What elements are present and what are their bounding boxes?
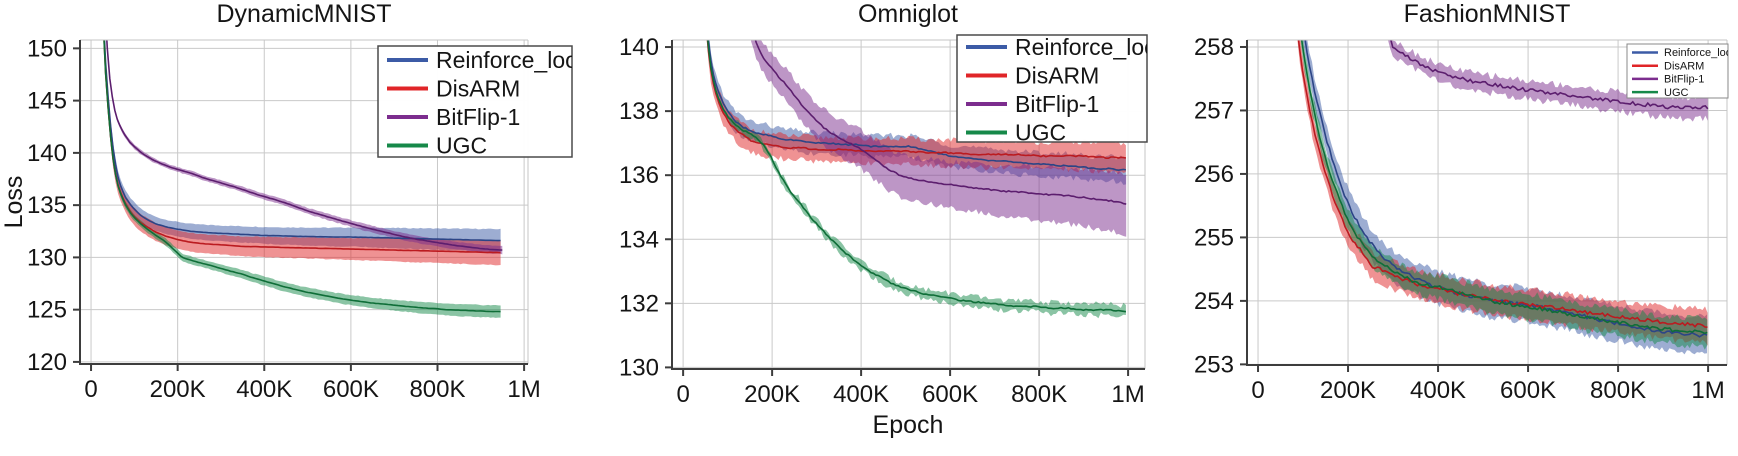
legend-label: Reinforce_loo bbox=[436, 47, 578, 73]
line-ugc bbox=[103, 40, 501, 313]
legend-box bbox=[377, 45, 573, 158]
x-tick-label: 200K bbox=[150, 376, 206, 403]
y-tick-label: 140 bbox=[27, 140, 67, 167]
x-tick-label: 600K bbox=[323, 376, 379, 403]
x-tick-label: 600K bbox=[922, 381, 978, 408]
x-tick-label: 800K bbox=[1011, 381, 1067, 408]
line-bitflip-1 bbox=[1390, 40, 1709, 110]
x-axis-label: Epoch bbox=[873, 411, 944, 439]
legend-label: Reinforce_loo bbox=[1015, 34, 1157, 60]
legend-label: UGC bbox=[1664, 87, 1689, 99]
legend-label: UGC bbox=[436, 132, 487, 158]
series-layer bbox=[103, 40, 503, 318]
legend-label: BitFlip-1 bbox=[1015, 91, 1099, 117]
legend-label: DisARM bbox=[1664, 60, 1704, 72]
y-tick-label: 258 bbox=[1194, 34, 1234, 61]
x-tick-label: 200K bbox=[1320, 377, 1376, 404]
line-disarm bbox=[103, 40, 501, 254]
x-tick-label: 400K bbox=[833, 381, 889, 408]
x-tick-label: 800K bbox=[1590, 377, 1646, 404]
x-tick-label: 600K bbox=[1500, 377, 1556, 404]
x-tick-label: 200K bbox=[744, 381, 800, 408]
series-layer bbox=[1297, 40, 1709, 355]
x-tick-label: 0 bbox=[84, 376, 97, 403]
y-tick-label: 135 bbox=[27, 192, 67, 219]
y-tick-label: 130 bbox=[27, 244, 67, 271]
y-tick-label: 257 bbox=[1194, 97, 1234, 124]
legend-box bbox=[956, 34, 1148, 143]
y-tick-label: 256 bbox=[1194, 161, 1234, 188]
x-tick-label: 0 bbox=[676, 381, 689, 408]
x-tick-label: 1M bbox=[507, 376, 540, 403]
x-tick-label: 1M bbox=[1691, 377, 1724, 404]
chart-fashionmnist: 253 254 255 256 257 258 0 200K 400K 600K 800K 1M Fas… bbox=[1194, 0, 1732, 404]
y-tick-label: 120 bbox=[27, 349, 67, 376]
y-axis-label: Loss bbox=[0, 176, 28, 229]
y-tick-label: 132 bbox=[619, 290, 659, 317]
line-bitflip-1 bbox=[754, 40, 1127, 205]
line-reinforce_loo bbox=[103, 40, 501, 242]
chart-title: Omniglot bbox=[858, 0, 958, 28]
line-reinforce_loo bbox=[707, 40, 1127, 172]
line-disarm bbox=[706, 40, 1127, 159]
x-tick-label: 400K bbox=[1410, 377, 1466, 404]
y-tick-label: 138 bbox=[619, 98, 659, 125]
band-reinforce_loo bbox=[104, 40, 501, 253]
chart-dynamicmnist: 120 125 130 135 140 145 150 0 200K 400K 600K 800K 1M… bbox=[0, 0, 578, 403]
y-tick-label: 145 bbox=[27, 88, 67, 115]
line-disarm bbox=[1297, 40, 1708, 328]
band-bitflip-1 bbox=[750, 40, 1127, 237]
chart-title: FashionMNIST bbox=[1404, 0, 1571, 28]
y-tick-label: 254 bbox=[1194, 288, 1234, 315]
line-ugc bbox=[706, 40, 1127, 313]
y-tick-label: 130 bbox=[619, 354, 659, 381]
x-tick-label: 0 bbox=[1251, 377, 1264, 404]
y-tick-label: 140 bbox=[619, 34, 659, 61]
band-bitflip-1 bbox=[1387, 40, 1708, 122]
legend-label: UGC bbox=[1015, 119, 1066, 145]
x-tick-label: 1M bbox=[1111, 381, 1144, 408]
y-tick-label: 150 bbox=[27, 35, 67, 62]
y-tick-label: 134 bbox=[619, 226, 659, 253]
y-tick-label: 253 bbox=[1194, 351, 1234, 378]
line-bitflip-1 bbox=[106, 40, 503, 251]
y-tick-label: 125 bbox=[27, 297, 67, 324]
y-tick-label: 136 bbox=[619, 162, 659, 189]
chart-title: DynamicMNIST bbox=[216, 0, 391, 28]
legend-label: BitFlip-1 bbox=[436, 104, 520, 130]
band-bitflip-1 bbox=[106, 40, 503, 255]
legend-label: Reinforce_loo bbox=[1664, 47, 1732, 59]
legend-label: BitFlip-1 bbox=[1664, 74, 1704, 86]
line-ugc bbox=[1300, 40, 1708, 335]
legend-label: DisARM bbox=[436, 75, 520, 101]
chart-omniglot: 130 132 134 136 138 140 0 200K 400K 600K 800K 1M Omn… bbox=[619, 0, 1157, 439]
x-tick-label: 400K bbox=[236, 376, 292, 403]
legend-label: DisARM bbox=[1015, 62, 1099, 88]
x-tick-label: 800K bbox=[409, 376, 465, 403]
y-tick-label: 255 bbox=[1194, 224, 1234, 251]
